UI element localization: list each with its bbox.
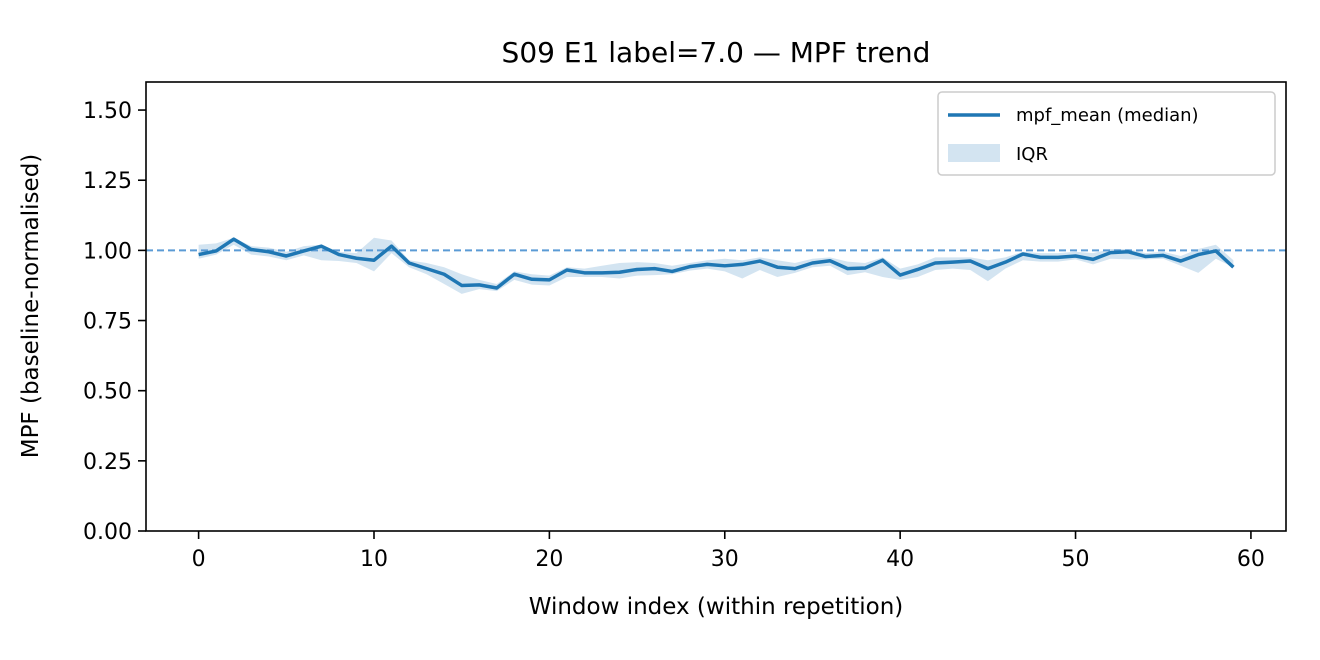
median-point: [232, 237, 236, 241]
median-point: [565, 268, 569, 272]
median-point: [1196, 253, 1200, 257]
median-point: [1144, 255, 1148, 259]
x-tick-label: 50: [1062, 547, 1090, 572]
median-point: [1056, 255, 1060, 259]
x-tick-label: 60: [1237, 547, 1265, 572]
median-point: [582, 271, 586, 275]
median-point: [1231, 265, 1235, 269]
median-point: [390, 244, 394, 248]
median-point: [442, 272, 446, 276]
median-point: [881, 258, 885, 262]
median-point: [460, 283, 464, 287]
median-point: [1126, 250, 1130, 254]
median-point: [898, 273, 902, 277]
median-point: [775, 265, 779, 269]
median-point: [968, 259, 972, 263]
y-axis-title: MPF (baseline-normalised): [18, 154, 44, 459]
legend-frame: [937, 91, 1276, 176]
legend-label-iqr: IQR: [1016, 144, 1048, 165]
median-point: [1038, 255, 1042, 259]
median-point: [354, 256, 358, 260]
median-point: [425, 267, 429, 271]
median-point: [933, 261, 937, 265]
median-line: [198, 237, 1235, 290]
median-point: [214, 249, 218, 253]
plot-area: [146, 237, 1286, 294]
median-point: [477, 283, 481, 287]
median-point: [1091, 257, 1095, 261]
y-tick-label: 1.25: [83, 169, 132, 194]
y-tick-label: 0.25: [83, 450, 132, 475]
median-point: [1214, 249, 1218, 253]
median-point: [512, 272, 516, 276]
median-point: [828, 259, 832, 263]
median-point: [372, 258, 376, 262]
median-point: [863, 266, 867, 270]
x-tick-label: 20: [535, 547, 563, 572]
chart-title: S09 E1 label=7.0 — MPF trend: [502, 36, 931, 69]
x-tick-label: 10: [360, 547, 388, 572]
median-point: [705, 262, 709, 266]
median-point: [916, 267, 920, 271]
median-point: [547, 278, 551, 282]
legend-band-swatch: [948, 144, 1000, 162]
median-point: [319, 244, 323, 248]
median-point: [267, 250, 271, 254]
median-point: [302, 249, 306, 253]
legend-label-median: mpf_mean (median): [1016, 105, 1199, 126]
median-point: [653, 267, 657, 271]
median-point: [337, 253, 341, 257]
median-point: [688, 265, 692, 269]
median-point: [1161, 253, 1165, 257]
median-point: [618, 270, 622, 274]
median-point: [407, 261, 411, 265]
median-point: [740, 262, 744, 266]
median-point: [635, 267, 639, 271]
median-point: [530, 277, 534, 281]
y-axis: 0.00 0.25 0.50 0.75 1.00 1.25 1.50: [83, 99, 146, 545]
median-point: [197, 253, 201, 257]
median-point: [793, 267, 797, 271]
median-point: [1003, 260, 1007, 264]
median-point: [284, 254, 288, 258]
legend: mpf_mean (median) IQR: [937, 91, 1276, 176]
x-tick-label: 40: [886, 547, 914, 572]
y-tick-label: 0.00: [83, 520, 132, 545]
y-tick-label: 0.75: [83, 310, 132, 335]
median-point: [670, 269, 674, 273]
x-axis: 0 10 20 30 40 50 60: [192, 531, 1265, 572]
y-tick-label: 0.50: [83, 380, 132, 405]
median-point: [1021, 252, 1025, 256]
median-point: [1109, 251, 1113, 255]
median-point: [723, 264, 727, 268]
median-point: [495, 286, 499, 290]
x-tick-label: 0: [192, 547, 206, 572]
axes-frame: [145, 81, 1287, 532]
median-point: [986, 267, 990, 271]
x-axis-title: Window index (within repetition): [529, 594, 904, 620]
median-point: [758, 259, 762, 263]
median-point: [810, 261, 814, 265]
y-tick-label: 1.50: [83, 99, 132, 124]
median-point: [1074, 254, 1078, 258]
median-point: [249, 248, 253, 252]
median-point: [600, 271, 604, 275]
y-tick-label: 1.00: [83, 239, 132, 264]
median-point: [1179, 259, 1183, 263]
median-point: [951, 260, 955, 264]
median-point: [846, 267, 850, 271]
x-tick-label: 30: [711, 547, 739, 572]
